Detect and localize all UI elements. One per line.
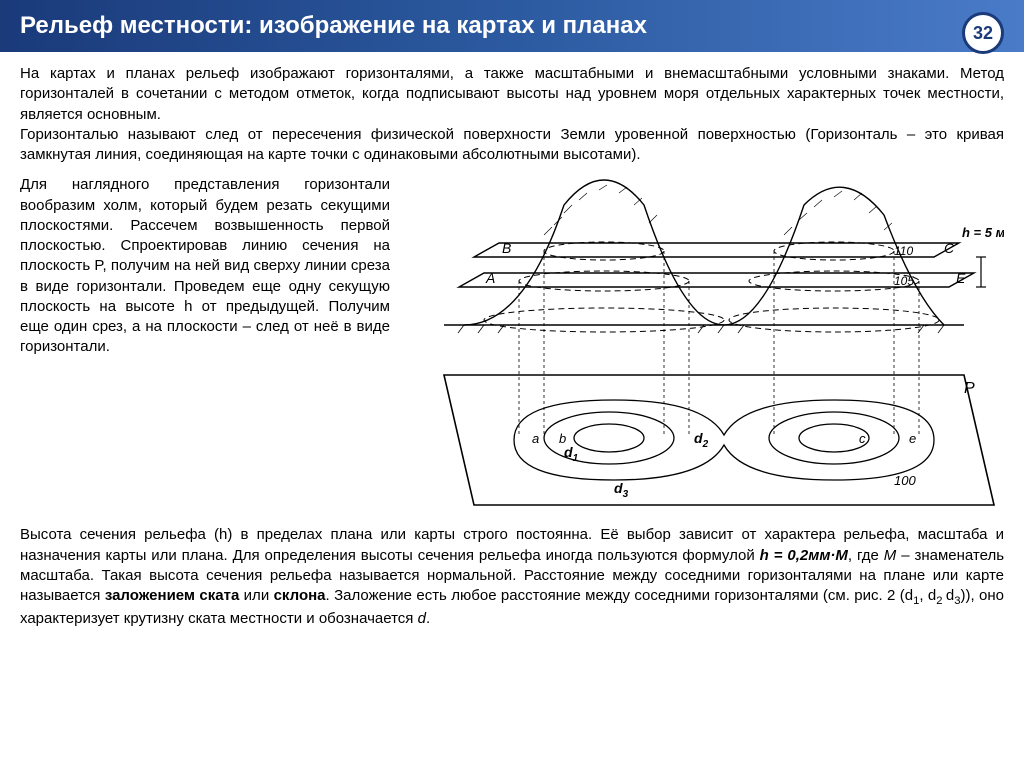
label-C: C <box>944 240 955 256</box>
bb2: склона <box>274 587 326 604</box>
bottom-paragraph: Высота сечения рельефа (h) в пределах пл… <box>20 525 1004 629</box>
label-B: B <box>502 240 511 256</box>
bt6: , d <box>919 587 936 604</box>
label-105: 105 <box>894 274 914 288</box>
bb1: заложением ската <box>105 587 239 604</box>
label-d3: d3 <box>614 480 629 500</box>
page-number-badge: 32 <box>962 12 1004 54</box>
bt5: . Заложение есть любое расстояние между … <box>326 587 914 604</box>
bt9: . <box>426 610 430 627</box>
label-E: E <box>956 270 966 286</box>
bs2: 2 <box>936 595 946 607</box>
left-text: Для наглядного представления горизонтали… <box>20 175 390 515</box>
bt4: или <box>239 587 273 604</box>
label-c: c <box>859 431 866 446</box>
bd: d <box>418 610 426 627</box>
label-d2: d2 <box>694 430 709 450</box>
formula: h = 0,2мм·M <box>760 547 848 564</box>
slide-title: Рельеф местности: изображение на картах … <box>20 12 647 40</box>
diagram-svg: B C A E 110 105 h = 5 м <box>404 175 1004 515</box>
label-d1: d1 <box>564 444 579 464</box>
intro-p2: Горизонталью называют след от пересечени… <box>20 125 1004 166</box>
contour-diagram: B C A E 110 105 h = 5 м <box>404 175 1004 515</box>
page-number: 32 <box>973 23 993 44</box>
label-h: h = 5 м <box>962 225 1004 240</box>
label-110: 110 <box>894 244 913 258</box>
slide-header: Рельеф местности: изображение на картах … <box>0 0 1024 52</box>
bt7: d <box>946 587 954 604</box>
label-P: P <box>964 380 975 397</box>
label-A: A <box>485 270 495 286</box>
label-a: a <box>532 431 539 446</box>
intro-p1: На картах и планах рельеф изображают гор… <box>20 64 1004 125</box>
intro-block: На картах и планах рельеф изображают гор… <box>20 64 1004 165</box>
bt2: , где <box>848 547 884 564</box>
label-e: e <box>909 431 916 446</box>
slide-content: На картах и планах рельеф изображают гор… <box>0 52 1024 641</box>
middle-row: Для наглядного представления горизонтали… <box>20 175 1004 515</box>
bM: М <box>884 547 897 564</box>
label-100: 100 <box>894 473 916 488</box>
